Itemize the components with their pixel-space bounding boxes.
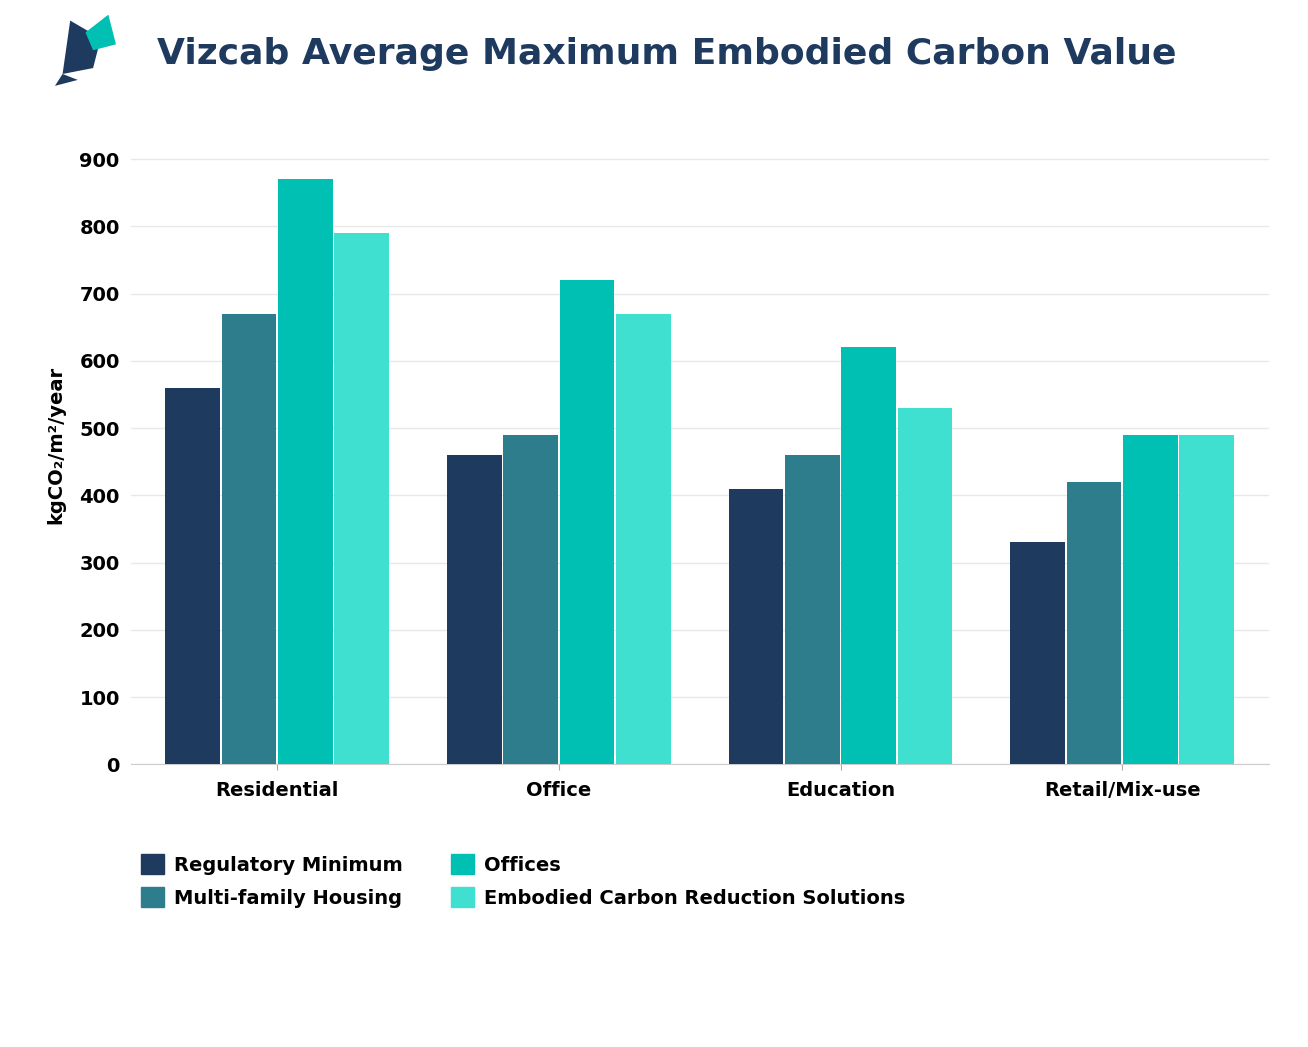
Bar xyxy=(897,408,952,764)
Bar xyxy=(785,455,840,764)
Bar xyxy=(560,281,615,764)
Polygon shape xyxy=(85,15,116,50)
Bar xyxy=(335,233,388,764)
Bar xyxy=(504,435,559,764)
Y-axis label: kgCO₂/m²/year: kgCO₂/m²/year xyxy=(46,365,65,525)
Text: Vizcab Average Maximum Embodied Carbon Value: Vizcab Average Maximum Embodied Carbon V… xyxy=(157,37,1176,70)
Polygon shape xyxy=(63,21,101,74)
Bar xyxy=(165,387,220,764)
Bar xyxy=(1067,482,1121,764)
Bar xyxy=(279,179,332,764)
Legend: Regulatory Minimum, Multi-family Housing, Offices, Embodied Carbon Reduction Sol: Regulatory Minimum, Multi-family Housing… xyxy=(140,854,905,908)
Bar xyxy=(447,455,502,764)
Bar xyxy=(616,314,671,764)
Polygon shape xyxy=(55,74,78,86)
Bar xyxy=(1124,435,1177,764)
Bar xyxy=(222,314,276,764)
Bar xyxy=(1011,542,1065,764)
Bar xyxy=(841,348,896,764)
Bar xyxy=(1180,435,1235,764)
Bar xyxy=(729,489,783,764)
